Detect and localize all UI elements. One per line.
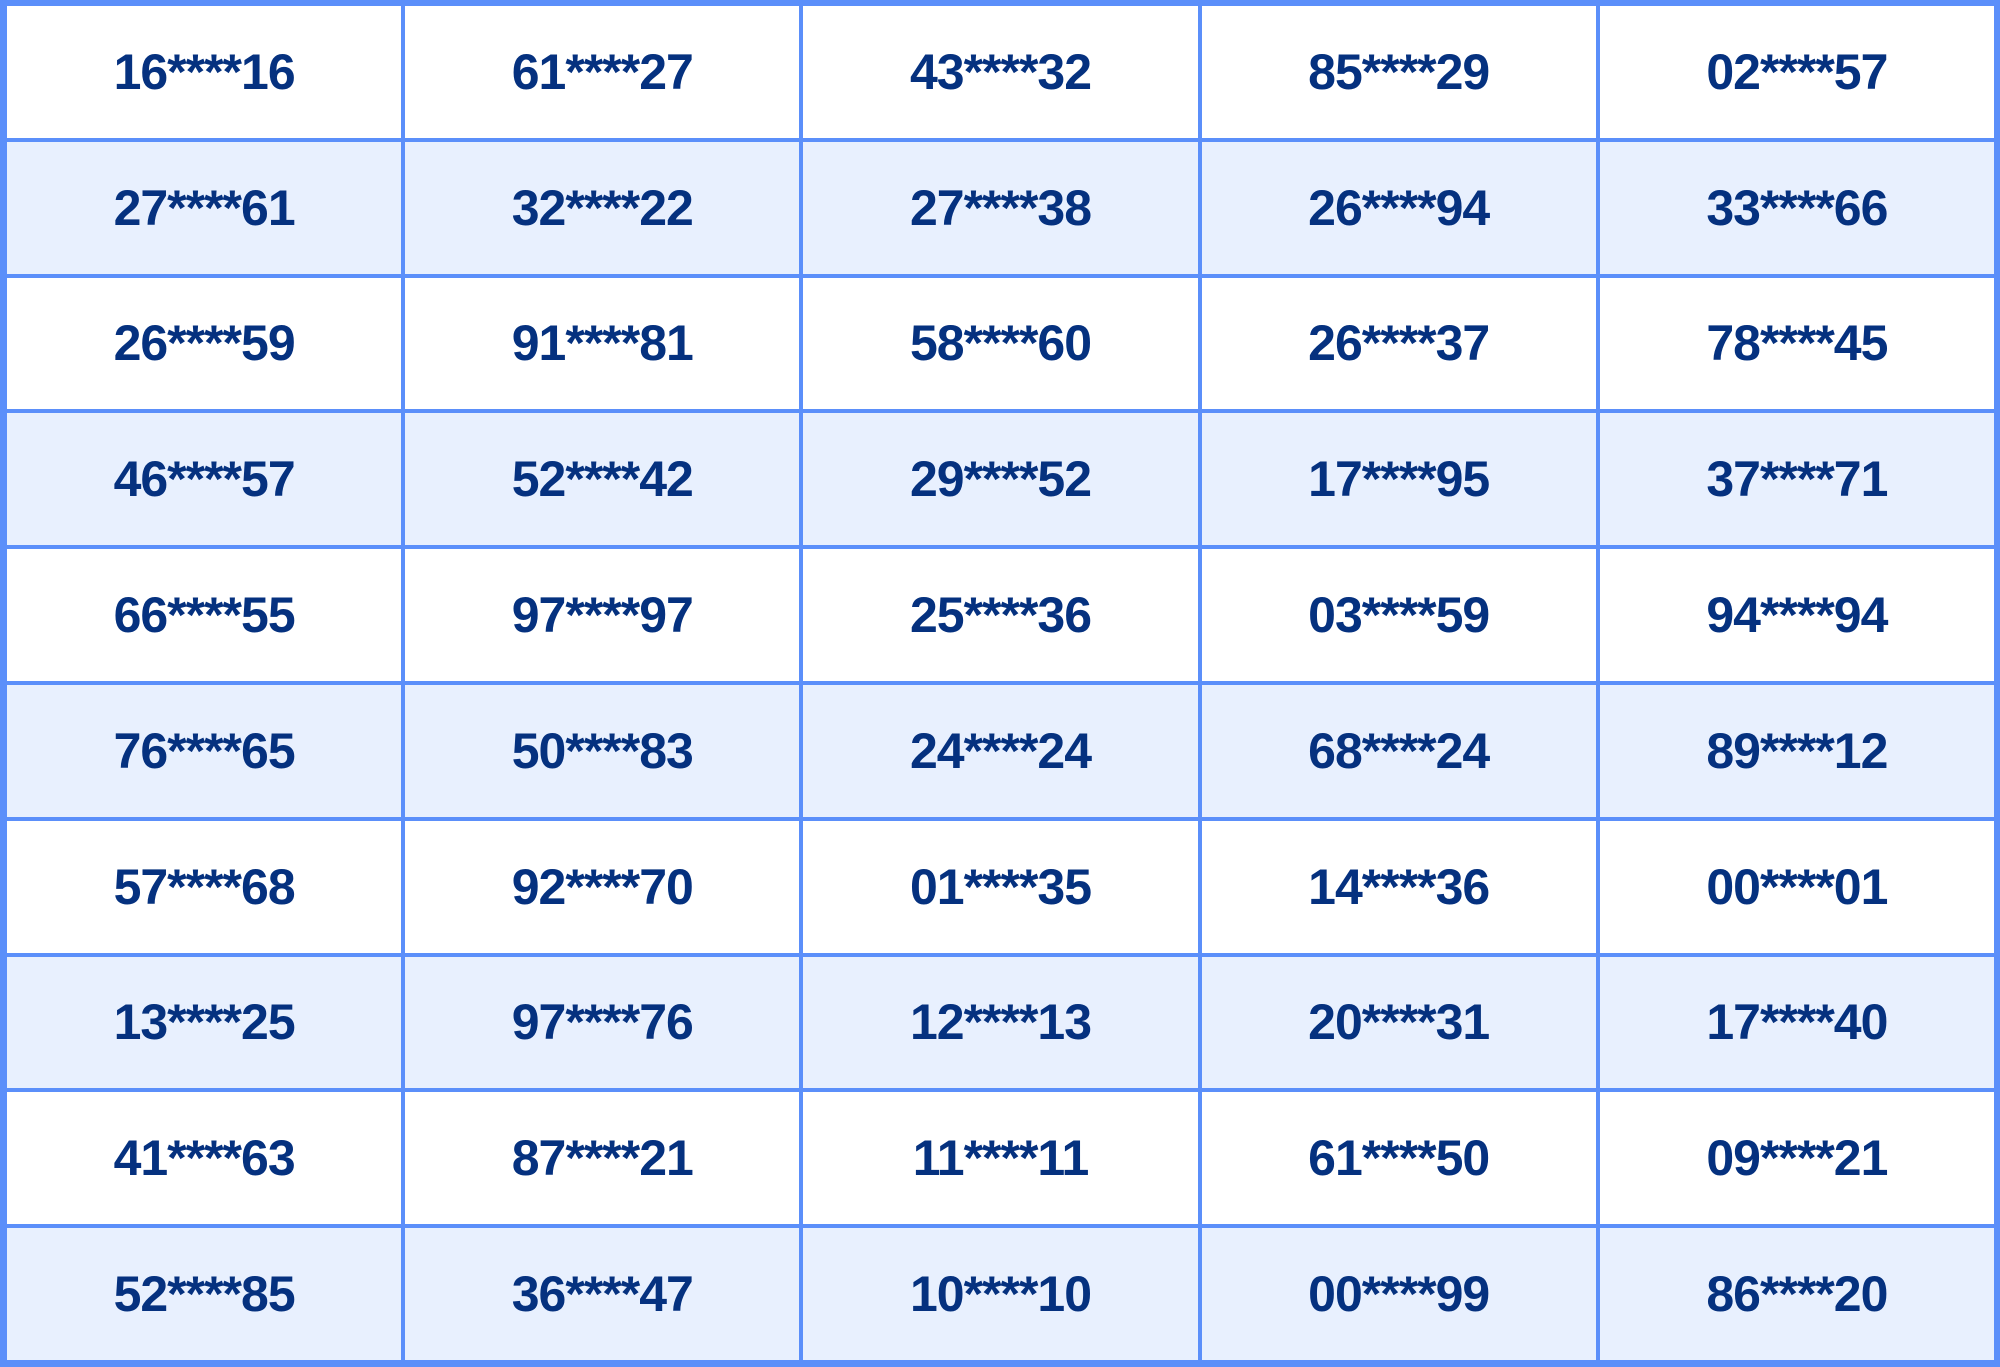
table-cell: 17****95 bbox=[1201, 413, 1596, 546]
table-cell: 29****52 bbox=[803, 413, 1198, 546]
table-cell: 76****65 bbox=[7, 685, 402, 817]
table-cell: 61****27 bbox=[405, 6, 800, 138]
table-cell: 00****99 bbox=[1201, 1228, 1596, 1360]
table-cell: 97****76 bbox=[405, 956, 800, 1089]
table-cell: 66****55 bbox=[7, 549, 402, 681]
table-cell: 17****40 bbox=[1599, 956, 1994, 1089]
table-cell: 02****57 bbox=[1599, 6, 1994, 138]
table-cell: 52****42 bbox=[405, 413, 800, 546]
table-cell: 33****66 bbox=[1599, 141, 1994, 274]
table-cell: 87****21 bbox=[405, 1092, 800, 1225]
table-cell: 00****01 bbox=[1599, 820, 1994, 953]
table-cell: 14****36 bbox=[1201, 820, 1596, 953]
table-cell: 12****13 bbox=[803, 956, 1198, 1089]
table-cell: 61****50 bbox=[1201, 1092, 1596, 1225]
table-cell: 58****60 bbox=[803, 277, 1198, 410]
table-cell: 10****10 bbox=[803, 1228, 1198, 1360]
table-cell: 11****11 bbox=[803, 1092, 1198, 1225]
table-cell: 13****25 bbox=[7, 956, 402, 1089]
table-cell: 03****59 bbox=[1201, 549, 1596, 681]
table-cell: 91****81 bbox=[405, 277, 800, 410]
table-cell: 16****16 bbox=[7, 6, 402, 138]
table-cell: 25****36 bbox=[803, 549, 1198, 681]
table-cell: 85****29 bbox=[1201, 6, 1596, 138]
table-cell: 97****97 bbox=[405, 549, 800, 681]
table-cell: 92****70 bbox=[405, 820, 800, 953]
table-cell: 26****94 bbox=[1201, 141, 1596, 274]
table-cell: 27****61 bbox=[7, 141, 402, 274]
table-cell: 41****63 bbox=[7, 1092, 402, 1225]
table-cell: 68****24 bbox=[1201, 685, 1596, 817]
table-cell: 52****85 bbox=[7, 1228, 402, 1360]
table-cell: 27****38 bbox=[803, 141, 1198, 274]
table-cell: 09****21 bbox=[1599, 1092, 1994, 1225]
table-cell: 50****83 bbox=[405, 685, 800, 817]
table-cell: 32****22 bbox=[405, 141, 800, 274]
table-cell: 57****68 bbox=[7, 820, 402, 953]
table-cell: 43****32 bbox=[803, 6, 1198, 138]
table-cell: 89****12 bbox=[1599, 685, 1994, 817]
table-cell: 26****59 bbox=[7, 277, 402, 410]
table-cell: 94****94 bbox=[1599, 549, 1994, 681]
table-cell: 01****35 bbox=[803, 820, 1198, 953]
table-cell: 78****45 bbox=[1599, 277, 1994, 410]
table-cell: 20****31 bbox=[1201, 956, 1596, 1089]
table-cell: 86****20 bbox=[1599, 1228, 1994, 1360]
table-cell: 37****71 bbox=[1599, 413, 1994, 546]
table-cell: 24****24 bbox=[803, 685, 1198, 817]
table-cell: 36****47 bbox=[405, 1228, 800, 1360]
table-cell: 26****37 bbox=[1201, 277, 1596, 410]
table-cell: 46****57 bbox=[7, 413, 402, 546]
